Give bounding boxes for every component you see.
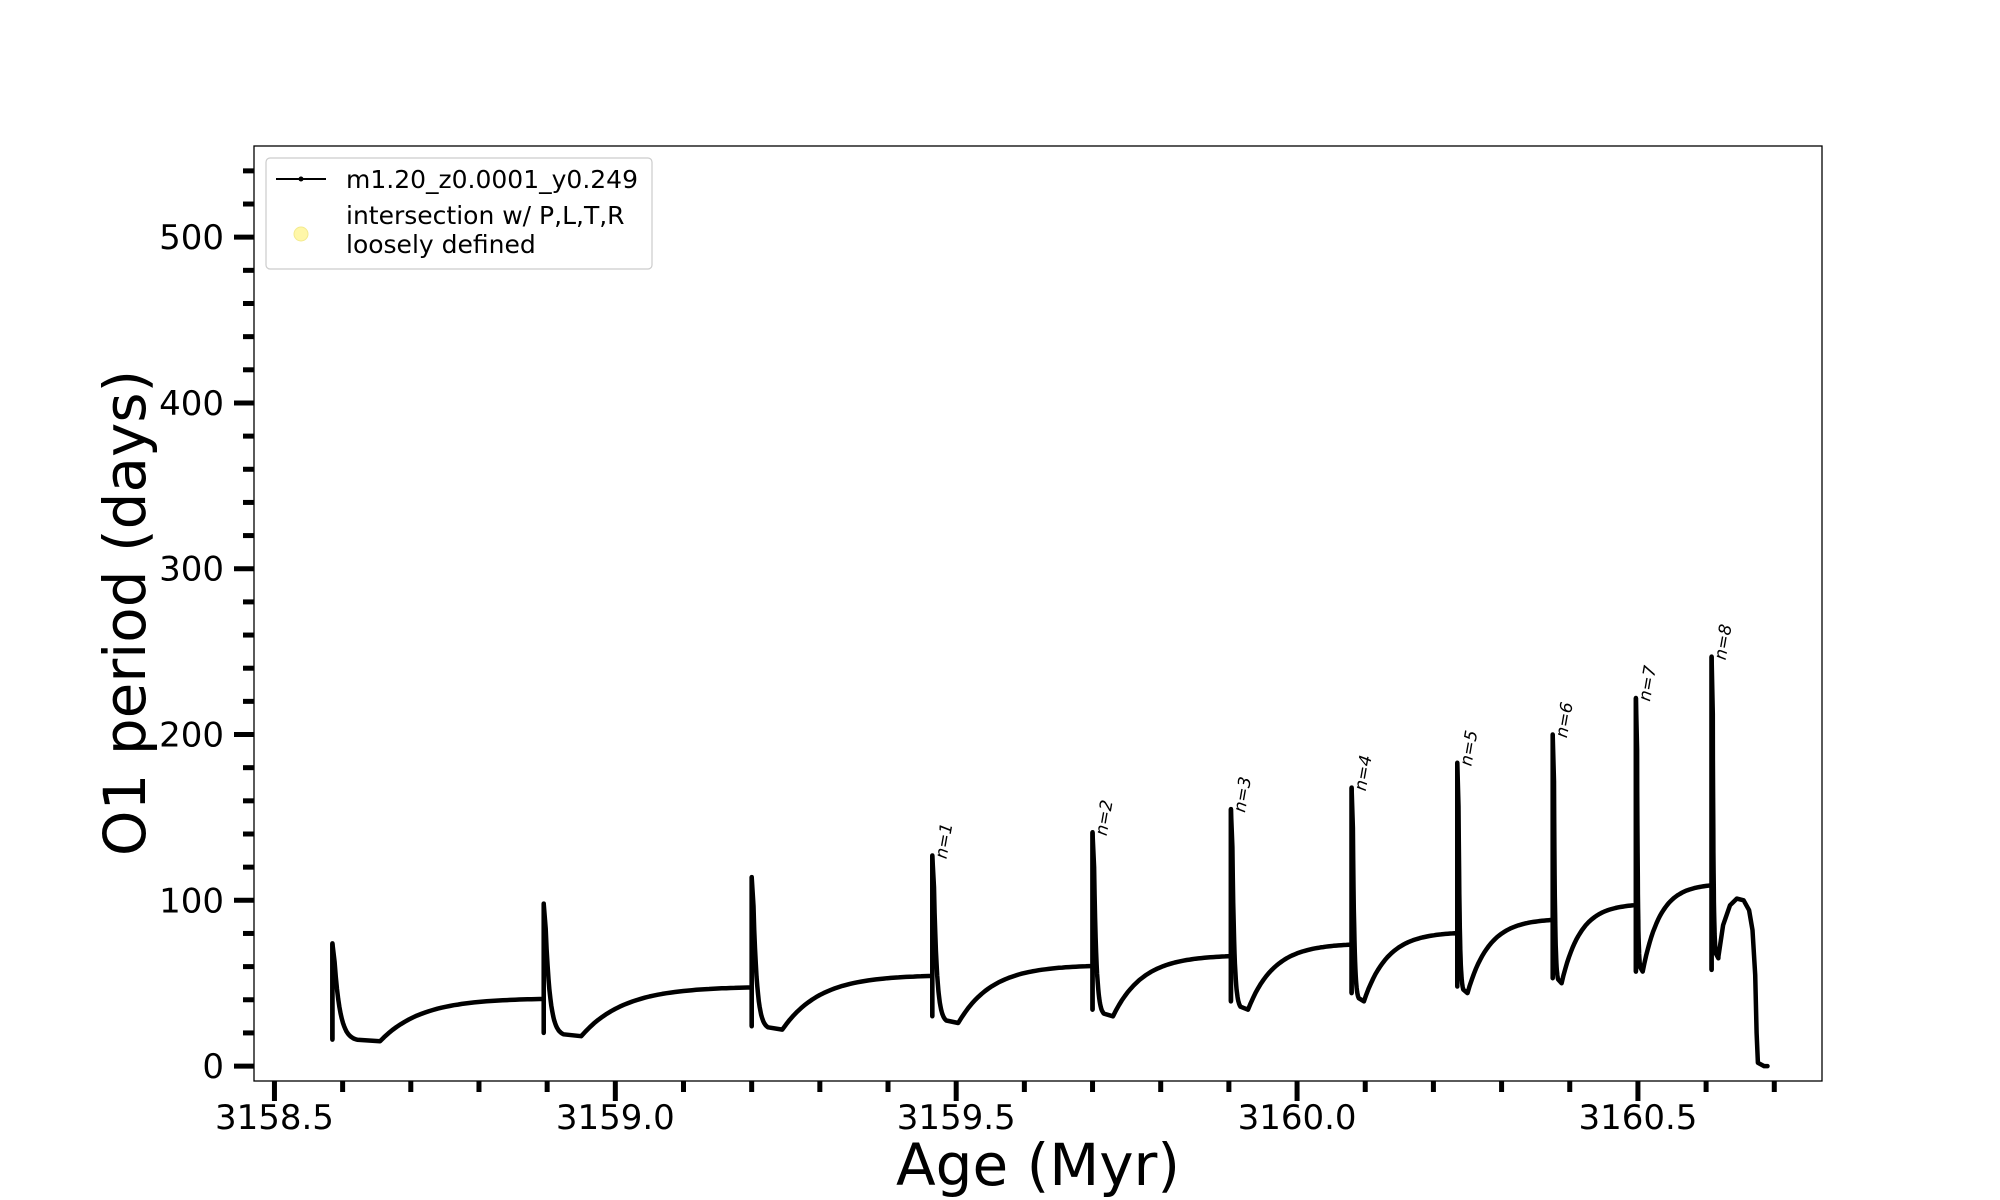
y-tick-label: 0 xyxy=(202,1047,224,1087)
legend-line-marker xyxy=(298,176,304,182)
y-tick-label: 500 xyxy=(159,218,224,258)
x-tick-label: 3159.5 xyxy=(897,1098,1016,1138)
series-line xyxy=(330,654,1770,1069)
y-tick-label: 200 xyxy=(159,716,224,756)
x-tick-label: 3160.0 xyxy=(1238,1098,1357,1138)
legend-entry-model: m1.20_z0.0001_y0.249 xyxy=(346,165,638,194)
annotation-layer: n=1n=2n=3n=4n=5n=6n=7n=8 xyxy=(932,623,1737,861)
legend: m1.20_z0.0001_y0.249 intersection w/ P,L… xyxy=(265,157,653,270)
x-tick-label: 3160.5 xyxy=(1578,1098,1697,1138)
legend-circle-swatch xyxy=(293,226,309,242)
y-tick-label: 300 xyxy=(159,550,224,590)
plot-area xyxy=(253,145,1823,1082)
series-layer xyxy=(330,654,1770,1069)
legend-entry-intersection-line1: intersection w/ P,L,T,R xyxy=(346,201,625,230)
x-tick-label: 3158.5 xyxy=(215,1098,334,1138)
x-tick-label: 3159.0 xyxy=(556,1098,675,1138)
y-axis-ticks: 0 100 200 300 400 500 xyxy=(159,168,254,1087)
y-axis-label: O1 period (days) xyxy=(91,370,159,856)
legend-entry-intersection-line2: loosely defined xyxy=(346,230,536,259)
x-axis-ticks: 3158.5 3159.0 3159.5 3160.0 3160.5 xyxy=(215,1081,1777,1138)
x-axis-label: Age (Myr) xyxy=(896,1131,1180,1199)
legend-frame xyxy=(265,157,653,270)
y-tick-label: 400 xyxy=(159,384,224,424)
y-tick-label: 100 xyxy=(159,881,224,921)
